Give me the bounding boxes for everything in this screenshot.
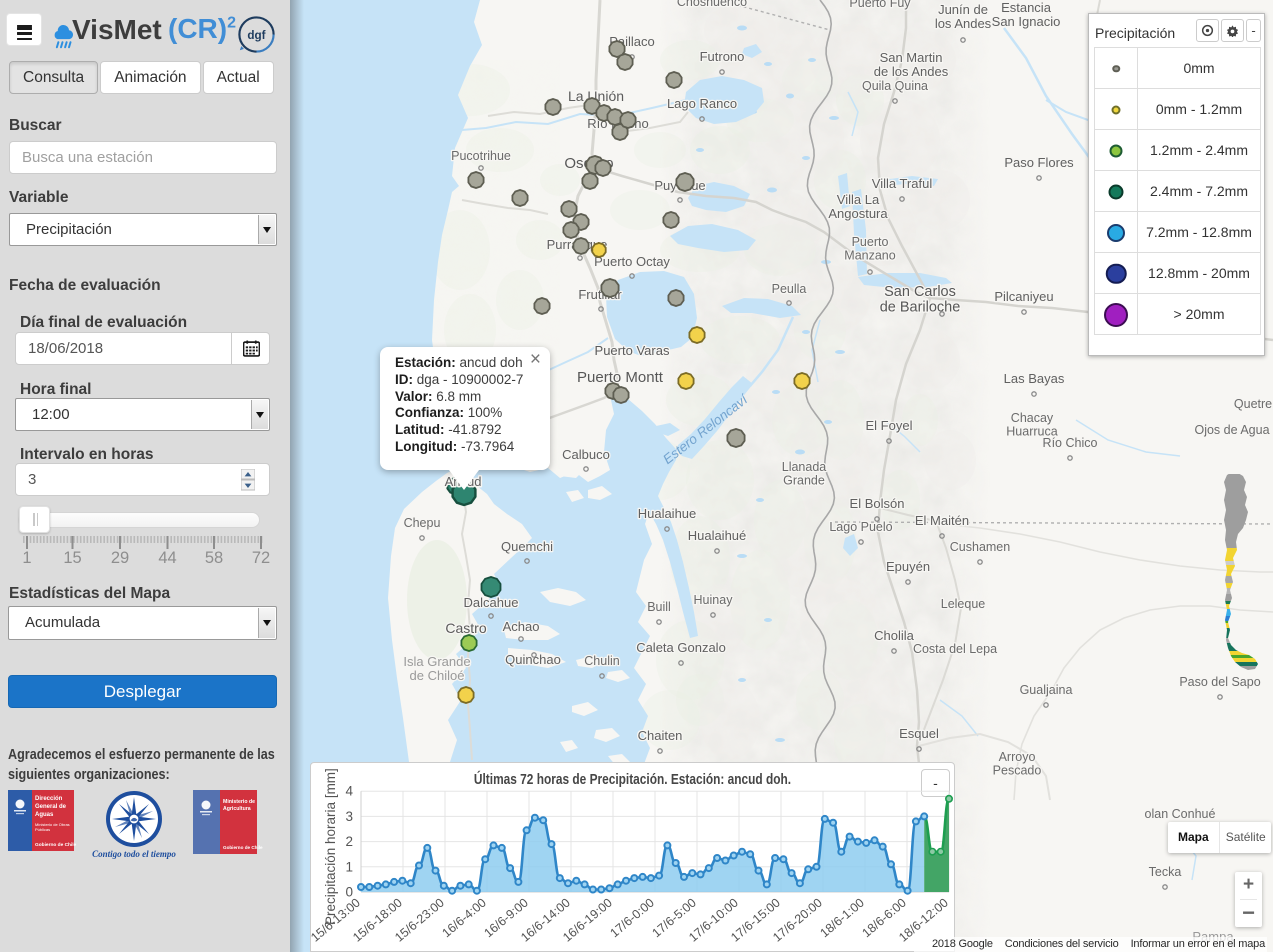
- svg-text:Dalcahue: Dalcahue: [464, 595, 519, 610]
- svg-text:Costa del Lepa: Costa del Lepa: [913, 642, 997, 656]
- svg-text:16/6-4:00: 16/6-4:00: [439, 896, 488, 941]
- svg-text:Buill: Buill: [647, 600, 671, 614]
- svg-text:2: 2: [345, 834, 353, 849]
- svg-text:Huarruca: Huarruca: [1006, 425, 1057, 439]
- svg-text:Chepu: Chepu: [404, 516, 441, 530]
- svg-text:Pucotrihue: Pucotrihue: [451, 149, 511, 163]
- svg-text:Arroyo: Arroyo: [999, 750, 1036, 764]
- svg-text:Río Chico: Río Chico: [1043, 436, 1098, 450]
- svg-text:Villa Traful: Villa Traful: [872, 176, 933, 191]
- svg-text:Gualjaina: Gualjaina: [1020, 683, 1073, 697]
- svg-text:Las Bayas: Las Bayas: [1004, 371, 1065, 386]
- svg-text:Angostura: Angostura: [828, 206, 888, 221]
- svg-text:Villa La: Villa La: [837, 192, 880, 207]
- svg-text:Pilcaniyeu: Pilcaniyeu: [994, 289, 1053, 304]
- svg-text:Dirección: Dirección: [35, 796, 63, 802]
- svg-text:Puerto Varas: Puerto Varas: [595, 343, 670, 358]
- svg-text:El Maitén: El Maitén: [915, 513, 969, 528]
- svg-text:3: 3: [345, 809, 353, 824]
- svg-text:Quinchao: Quinchao: [505, 652, 561, 667]
- svg-text:Puerto Octay: Puerto Octay: [594, 254, 670, 269]
- svg-text:Caleta Gonzalo: Caleta Gonzalo: [636, 640, 726, 655]
- svg-text:Cushamen: Cushamen: [950, 540, 1010, 554]
- svg-text:Grande: Grande: [783, 474, 825, 488]
- svg-text:El Foyel: El Foyel: [866, 418, 913, 433]
- svg-text:Manzano: Manzano: [844, 249, 895, 263]
- svg-text:Agricultura: Agricultura: [223, 806, 251, 812]
- svg-text:de Chiloé: de Chiloé: [410, 668, 465, 683]
- svg-text:Contigo todo el tiempo: Contigo todo el tiempo: [92, 849, 176, 859]
- svg-text:Ojos de Agua: Ojos de Agua: [1194, 423, 1269, 437]
- svg-text:Lago Ranco: Lago Ranco: [667, 96, 737, 111]
- svg-text:Públicas: Públicas: [35, 827, 50, 832]
- svg-text:Tecka: Tecka: [1149, 865, 1182, 879]
- svg-text:Castro: Castro: [445, 620, 486, 636]
- svg-text:La Unión: La Unión: [568, 88, 624, 104]
- svg-text:Pescado: Pescado: [993, 764, 1042, 778]
- svg-text:Achao: Achao: [503, 619, 540, 634]
- svg-text:Junín de: Junín de: [938, 2, 988, 17]
- svg-text:Quemchi: Quemchi: [501, 539, 553, 554]
- svg-text:Ministerio de Obras: Ministerio de Obras: [35, 822, 70, 827]
- svg-text:los Andes: los Andes: [935, 16, 992, 31]
- svg-text:San Carlos: San Carlos: [884, 284, 956, 300]
- svg-text:Peulla: Peulla: [772, 282, 807, 296]
- svg-text:17/6-0:00: 17/6-0:00: [607, 896, 656, 941]
- svg-text:Lago Puelo: Lago Puelo: [829, 520, 892, 534]
- svg-text:San Ignacio: San Ignacio: [992, 14, 1061, 29]
- svg-text:Aguas: Aguas: [35, 812, 54, 818]
- svg-text:Chulin: Chulin: [584, 654, 619, 668]
- svg-text:Paso del Sapo: Paso del Sapo: [1179, 675, 1260, 689]
- svg-text:Huinay: Huinay: [694, 593, 734, 607]
- svg-text:Chacay: Chacay: [1011, 411, 1054, 425]
- svg-text:de Bariloche: de Bariloche: [880, 300, 961, 316]
- svg-text:Estancia: Estancia: [1001, 0, 1052, 15]
- svg-text:18/6-1:00: 18/6-1:00: [817, 896, 866, 941]
- svg-text:Hualaihué: Hualaihué: [688, 528, 747, 543]
- svg-text:Quila Quina: Quila Quina: [862, 79, 928, 93]
- svg-text:General de: General de: [35, 804, 67, 810]
- svg-text:El Bolsón: El Bolsón: [850, 496, 905, 511]
- svg-text:Esquel: Esquel: [899, 726, 939, 741]
- svg-text:Llanada: Llanada: [782, 460, 827, 474]
- svg-text:Puerto Fuy: Puerto Fuy: [849, 0, 911, 10]
- svg-text:olan Conhué: olan Conhué: [1145, 807, 1216, 821]
- svg-text:Quetre: Quetre: [1234, 397, 1272, 411]
- svg-text:Gobierno de Chile: Gobierno de Chile: [223, 845, 263, 850]
- svg-text:Choshuenco: Choshuenco: [677, 0, 747, 9]
- svg-text:Epuyén: Epuyén: [886, 559, 930, 574]
- svg-text:Precipitación horaria [mm]: Precipitación horaria [mm]: [323, 768, 338, 925]
- svg-text:Paso Flores: Paso Flores: [1004, 155, 1074, 170]
- svg-text:Ministerio de: Ministerio de: [223, 799, 255, 805]
- svg-text:Puerto Montt: Puerto Montt: [577, 369, 664, 386]
- svg-text:Puerto: Puerto: [852, 235, 889, 249]
- svg-text:Hualaihue: Hualaihue: [638, 506, 697, 521]
- svg-text:1: 1: [345, 859, 353, 874]
- svg-text:Isla Grande: Isla Grande: [403, 654, 470, 669]
- svg-text:Gobierno de Chile: Gobierno de Chile: [35, 842, 77, 848]
- svg-text:Cholila: Cholila: [874, 628, 915, 643]
- svg-text:0: 0: [345, 885, 353, 900]
- svg-text:de los Andes: de los Andes: [874, 64, 949, 79]
- svg-text:San Martin: San Martin: [880, 50, 943, 65]
- svg-text:Leleque: Leleque: [941, 597, 986, 611]
- svg-text:Calbuco: Calbuco: [562, 447, 610, 462]
- svg-text:4: 4: [345, 784, 353, 799]
- svg-text:Futrono: Futrono: [700, 49, 745, 64]
- svg-text:Chaiten: Chaiten: [638, 728, 683, 743]
- svg-text:dgf: dgf: [247, 29, 265, 42]
